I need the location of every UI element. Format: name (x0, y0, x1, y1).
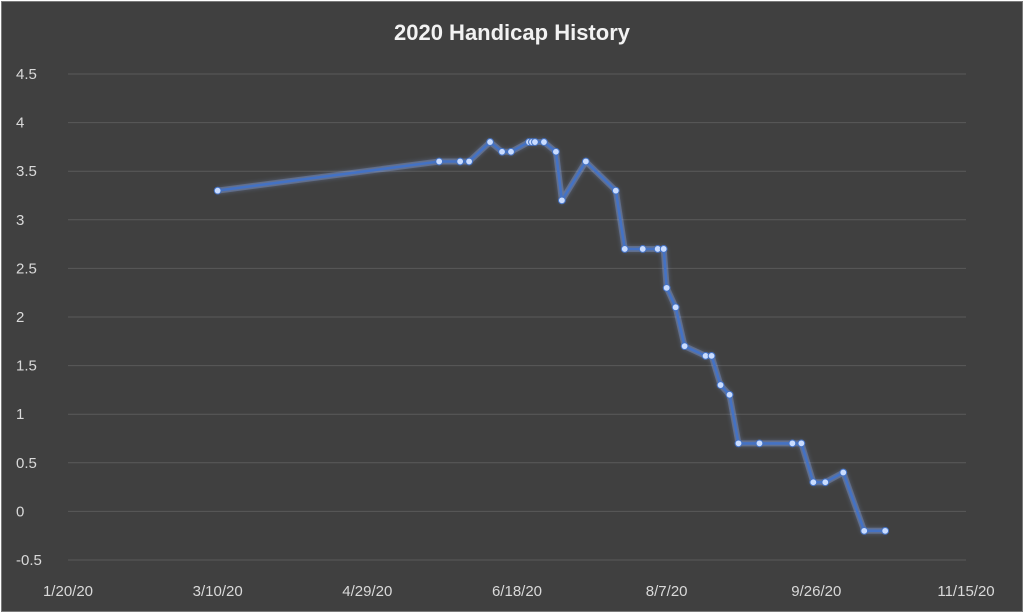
data-point (638, 245, 647, 253)
y-tick-label: -0.5 (16, 552, 42, 569)
y-tick-label: 4 (16, 115, 24, 132)
data-point (707, 351, 716, 360)
data-point (507, 147, 515, 156)
data-point (809, 478, 818, 487)
data-point (465, 157, 474, 166)
data-point (881, 526, 890, 535)
y-tick-label: 2 (16, 309, 24, 326)
data-point (716, 381, 725, 389)
y-tick-label: 0 (16, 503, 24, 520)
data-point (611, 186, 620, 195)
y-tick-label: 0.5 (16, 455, 37, 472)
x-tick-label: 6/18/20 (492, 583, 542, 600)
chart-title: 2020 Handicap History (394, 20, 630, 45)
data-point (755, 439, 764, 448)
data-point (788, 439, 797, 448)
series-line (217, 140, 886, 533)
data-point (213, 186, 222, 195)
data-point (435, 157, 444, 166)
y-tick-label: 1.5 (16, 358, 37, 375)
y-tick-label: 3 (16, 212, 24, 229)
data-point (498, 147, 506, 156)
data-point (486, 138, 494, 146)
y-tick-label: 2.5 (16, 260, 37, 277)
y-tick-label: 4.5 (16, 66, 37, 83)
data-point (620, 245, 629, 253)
x-tick-label: 8/7/20 (646, 583, 688, 600)
y-tick-label: 1 (16, 406, 24, 423)
data-point (659, 245, 668, 253)
data-point (581, 157, 590, 166)
data-point (839, 468, 848, 477)
data-point (797, 439, 806, 448)
data-point (680, 342, 689, 351)
data-point (540, 138, 548, 146)
x-tick-label: 9/26/20 (791, 583, 841, 600)
data-point (456, 157, 465, 166)
data-point (860, 526, 869, 535)
data-point (821, 478, 830, 487)
data-point (558, 196, 566, 205)
x-tick-label: 11/15/20 (937, 583, 994, 600)
data-point (725, 390, 734, 399)
x-tick-label: 1/20/20 (43, 583, 93, 600)
x-tick-label: 3/10/20 (193, 583, 243, 600)
data-point (552, 147, 560, 156)
data-point (671, 303, 680, 312)
data-point (734, 439, 743, 448)
data-point (662, 283, 671, 292)
series-line-glow (217, 139, 886, 534)
y-tick-label: 3.5 (16, 163, 37, 180)
data-point (531, 138, 539, 146)
x-tick-label: 4/29/20 (342, 583, 392, 600)
